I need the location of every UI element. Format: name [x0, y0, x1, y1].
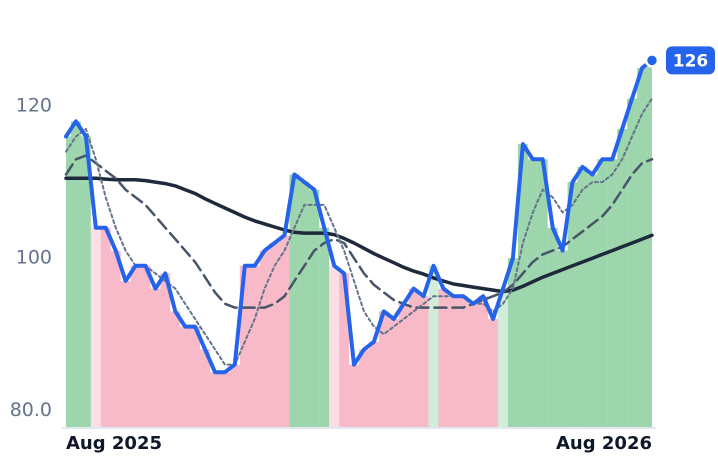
area-column	[66, 136, 71, 427]
area-column	[279, 235, 290, 427]
area-column	[180, 326, 191, 427]
area-column	[100, 227, 111, 427]
area-column	[219, 372, 230, 427]
area-column	[190, 326, 201, 427]
area-column	[378, 311, 389, 427]
area-column	[239, 265, 250, 427]
last-value-label: 126	[673, 51, 709, 71]
series-line	[64, 154, 654, 309]
area-column	[269, 242, 280, 427]
area-column	[577, 166, 588, 427]
series-line	[65, 97, 653, 366]
area-column	[428, 265, 439, 427]
area-column	[418, 296, 429, 427]
area-column	[249, 265, 260, 427]
y-tick-label: 100	[16, 247, 52, 269]
area-column	[80, 136, 91, 427]
area-column	[607, 159, 618, 427]
area-column	[339, 273, 350, 427]
area-column	[140, 265, 151, 427]
area-column	[368, 341, 379, 427]
area-column	[200, 349, 211, 427]
area-column	[289, 174, 300, 427]
area-column	[527, 159, 538, 427]
area-column	[587, 174, 598, 427]
y-tick-label: 80.0	[10, 399, 52, 421]
area-column	[597, 159, 608, 427]
area-column	[458, 296, 469, 427]
y-tick-label: 120	[16, 95, 52, 117]
area-column	[468, 303, 479, 427]
area-column	[160, 273, 171, 427]
area-column	[359, 349, 369, 427]
area-column	[388, 319, 399, 427]
area-column	[637, 68, 648, 427]
area-column	[448, 296, 459, 427]
area-column	[488, 319, 499, 427]
x-tick-label: Aug 2025	[66, 433, 162, 454]
area-column	[507, 258, 518, 427]
area-column	[647, 60, 652, 428]
area-column	[627, 98, 638, 427]
last-point	[644, 53, 660, 68]
area-column	[329, 265, 340, 427]
area-column	[319, 227, 330, 427]
area-column	[398, 303, 409, 427]
area-column	[130, 265, 141, 427]
area-column	[498, 288, 508, 427]
area-column	[70, 121, 81, 427]
area-column	[537, 159, 548, 427]
area-column	[170, 311, 181, 427]
series-line	[64, 176, 654, 294]
area-column	[617, 128, 628, 427]
area-column	[478, 296, 489, 427]
area-column	[557, 250, 568, 427]
area-column	[229, 364, 240, 427]
area-column	[309, 189, 320, 427]
area-column	[90, 227, 101, 427]
area-column	[438, 288, 449, 427]
x-tick-label: Aug 2026	[556, 433, 652, 454]
area-column	[547, 227, 558, 427]
area-column	[110, 250, 121, 427]
area-column	[567, 182, 578, 427]
area-column	[408, 288, 419, 427]
area-column	[150, 288, 161, 427]
area-column	[259, 250, 270, 427]
value-badge	[666, 46, 715, 75]
area-column	[120, 280, 131, 427]
series-line	[64, 58, 654, 375]
area-column	[210, 372, 220, 427]
area-column	[299, 182, 310, 427]
area-column	[349, 364, 359, 427]
